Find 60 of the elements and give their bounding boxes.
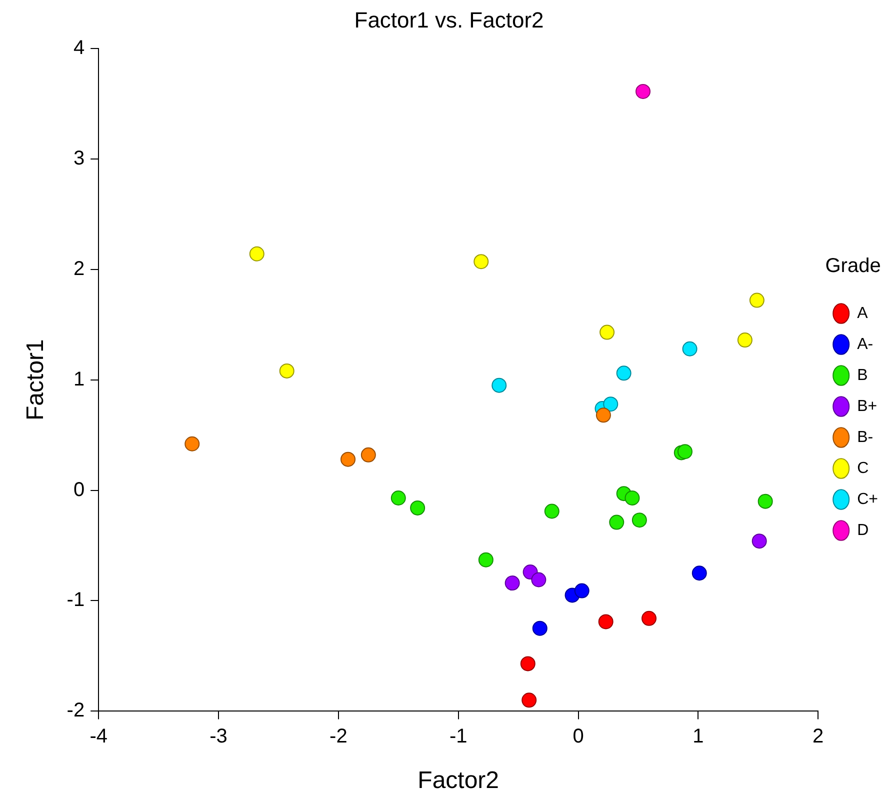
point [616,366,632,381]
point [596,408,611,423]
y-axis-title: Factor1 [22,339,50,420]
y-tick-label: 2 [73,258,85,280]
legend-label: A- [857,336,874,353]
point [504,576,520,591]
chart-title: Factor1 vs. Factor2 [354,7,544,32]
y-tick-label: 3 [73,147,85,170]
point [249,246,264,262]
legend-label: B- [857,428,874,446]
point [624,490,640,506]
point [737,332,752,348]
point [478,552,494,568]
point [642,610,657,626]
point [544,504,560,519]
x-tick-label: 0 [572,726,584,748]
point [531,572,546,588]
x-tick-label: 2 [812,726,824,748]
point [682,341,698,356]
point [360,447,376,462]
point [752,534,767,549]
y-tick-label: -1 [66,589,85,612]
point [474,254,489,270]
point [410,500,426,516]
point [609,514,624,530]
x-tick-label: -1 [449,726,468,748]
point [598,614,614,630]
point [520,656,536,672]
y-tick-label: -2 [66,700,85,722]
point [677,444,692,460]
legend-label: B+ [857,398,878,415]
x-tick-label: 1 [692,726,704,748]
point [600,324,615,340]
point [390,490,406,506]
point [758,494,773,509]
y-tick-label: 1 [73,368,85,390]
x-axis-title: Factor2 [418,767,500,794]
point [492,378,507,393]
point [749,292,764,308]
legend-label: D [857,522,869,539]
legend-label: A [857,304,868,322]
legend-title: Grade [825,255,881,278]
y-tick-label: 4 [73,36,85,59]
point [636,84,651,99]
y-tick-label: 0 [73,478,85,501]
point [603,396,618,412]
point [532,620,548,636]
point [522,692,537,708]
point [632,512,647,528]
x-tick-label: -3 [210,726,228,748]
legend-label: B [857,366,868,384]
point [692,566,707,581]
point [279,363,294,378]
legend-label: C+ [857,490,878,508]
x-tick-label: -4 [90,726,108,748]
point [340,452,356,467]
legend-label: C [857,460,869,477]
point [184,436,200,452]
point [574,583,590,598]
x-tick-label: -2 [330,726,348,748]
